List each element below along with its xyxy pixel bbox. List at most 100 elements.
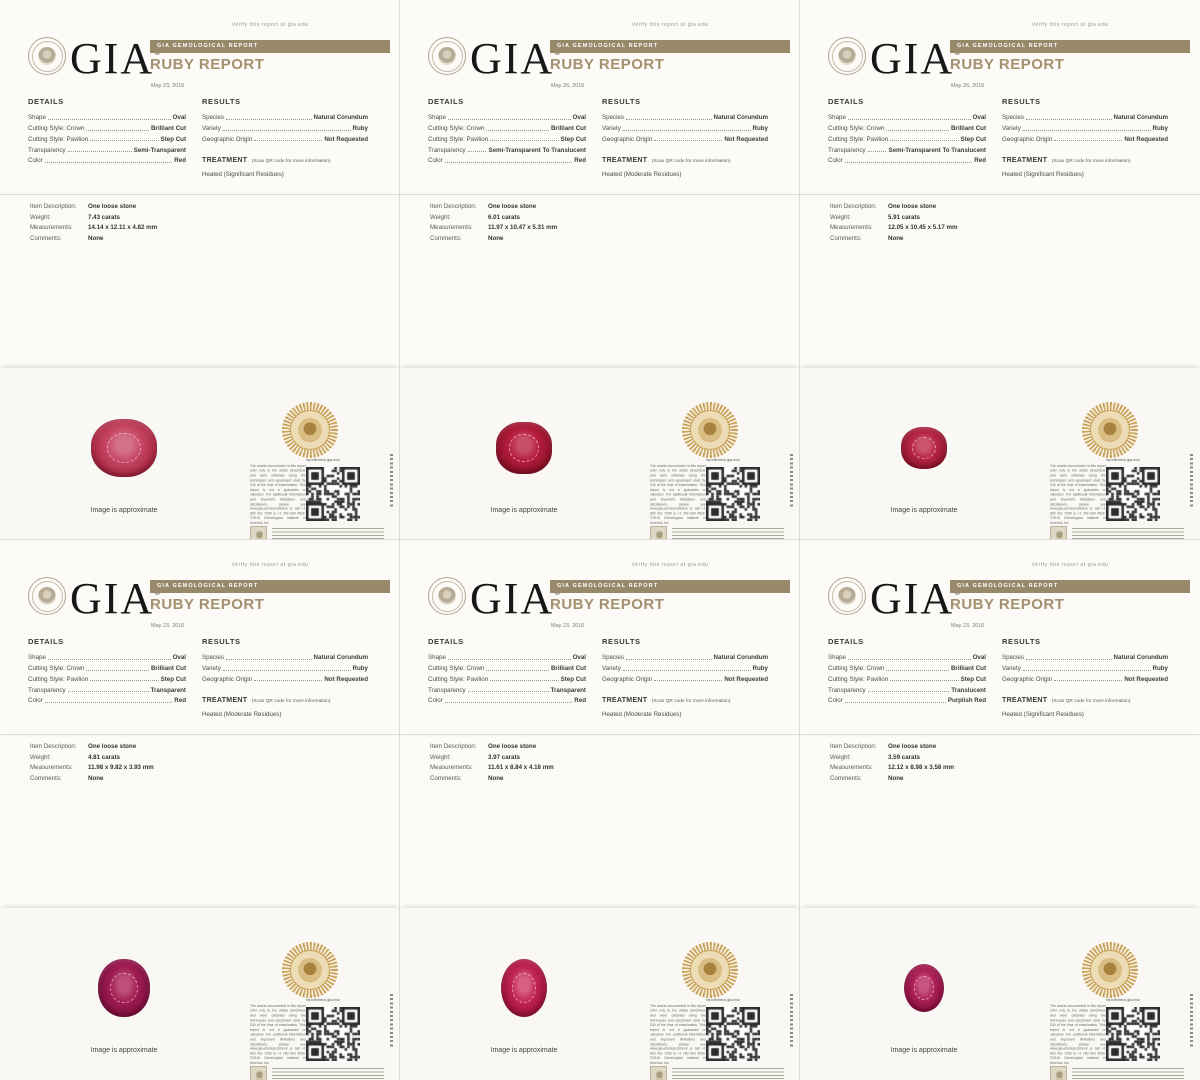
treatment-value: Heated (Significant Residues) — [1002, 710, 1084, 718]
detail-value: Step Cut — [560, 135, 586, 143]
item-description-value: One loose stone — [88, 743, 137, 750]
detail-label: Cutting Style: Crown — [28, 125, 85, 133]
reportcheck-url: reportcheck.gia.edu — [1106, 998, 1140, 1002]
gia-logo: GIA® — [28, 574, 160, 621]
dotted-leader — [86, 669, 149, 671]
detail-row-color: Color Red — [828, 154, 986, 164]
gia-logo: GIA® — [428, 34, 560, 81]
detail-value: Oval — [972, 654, 986, 662]
security-strip — [650, 1066, 784, 1080]
verify-report-note: Verify this report at gia.edu — [231, 22, 309, 28]
dotted-leader — [467, 691, 549, 693]
result-row-variety: Variety Ruby — [1002, 661, 1168, 672]
security-microtext — [672, 528, 784, 540]
treatment-section: TREATMENT (Scan QR code for more informa… — [1002, 149, 1168, 178]
dotted-leader — [1054, 140, 1123, 142]
treatment-section: TREATMENT (Scan QR code for more informa… — [1002, 689, 1168, 718]
verify-report-note: Verify this report at gia.edu — [631, 22, 709, 28]
treatment-heading: TREATMENT — [1002, 696, 1048, 704]
dotted-leader — [447, 658, 571, 660]
page-divider — [400, 734, 800, 735]
detail-value: Red — [174, 157, 186, 165]
details-heading: DETAILS — [428, 97, 464, 106]
detail-label: Transparency — [428, 146, 466, 154]
measurements-value: 12.12 x 8.98 x 3.58 mm — [888, 764, 955, 772]
qr-code — [706, 1007, 760, 1061]
measurements-value: 11.61 x 8.84 x 4.18 mm — [488, 764, 554, 772]
gold-sunburst-seal-icon — [282, 402, 338, 458]
security-hologram-icon — [650, 526, 667, 540]
detail-value: Brilliant Cut — [150, 125, 186, 133]
detail-value: Step Cut — [560, 675, 586, 683]
detail-row-color: Color Purplish Red — [828, 694, 986, 705]
item-label: Weight: — [830, 213, 851, 221]
report-title: RUBY REPORT — [550, 56, 665, 73]
details-heading: DETAILS — [28, 97, 64, 106]
detail-label: Color — [828, 697, 843, 705]
detail-value: Step Cut — [160, 135, 186, 143]
item-label: Comments: — [30, 774, 62, 782]
detail-row-transparency: Transparency Translucent — [828, 683, 986, 694]
verify-report-note: Verify this report at gia.edu — [231, 562, 309, 568]
item-label: Item Description: — [430, 743, 477, 750]
photo-page: Image is approximate The results documen… — [800, 368, 1200, 540]
detail-row-color: Color Red — [428, 154, 586, 164]
image-approximate-note: Image is approximate — [490, 1047, 558, 1054]
detail-row-shape: Shape Oval — [428, 651, 586, 661]
dotted-leader — [47, 118, 171, 120]
security-strip — [1050, 1066, 1184, 1080]
detail-row-shape: Shape Oval — [28, 651, 186, 661]
dotted-leader — [890, 680, 959, 682]
detail-value: Brilliant Cut — [550, 125, 586, 133]
results-section: RESULTS Species Natural Corundum Variety R… — [602, 97, 768, 178]
report-type-banner: GIA GEMOLOGICAL REPORT — [950, 40, 1190, 53]
details-section: DETAILS Shape Oval Cutting Style: Crown Br… — [828, 637, 986, 704]
results-heading: RESULTS — [602, 97, 641, 106]
detail-value: Step Cut — [960, 675, 986, 683]
image-approximate-note: Image is approximate — [490, 507, 558, 514]
dotted-leader — [67, 151, 132, 153]
result-value: Not Requested — [1124, 135, 1168, 143]
disclaimer-text: The results documented in this report re… — [650, 464, 706, 526]
gem-facet-outline — [913, 975, 935, 1001]
comments-value: None — [488, 774, 504, 782]
detail-value: Oval — [972, 114, 986, 122]
dotted-leader — [47, 658, 171, 660]
report-date: May 23, 2016 — [951, 623, 985, 629]
ruby-photo — [501, 959, 547, 1017]
detail-row-crown: Cutting Style: Crown Brilliant Cut — [828, 121, 986, 132]
detail-value: Semi-Transparent — [133, 146, 186, 154]
gia-seal-icon — [28, 37, 66, 75]
item-description-value: One loose stone — [888, 203, 937, 210]
gia-letters: GIA — [470, 574, 555, 623]
detail-row-shape: Shape Oval — [28, 111, 186, 121]
security-strip — [650, 526, 784, 540]
treatment-section: TREATMENT (Scan QR code for more informa… — [602, 689, 768, 718]
dotted-leader — [1026, 658, 1112, 660]
item-label: Measurements: — [430, 764, 473, 772]
item-description-value: One loose stone — [488, 203, 537, 210]
gia-logo-text: GIA® — [870, 574, 960, 621]
detail-row-shape: Shape Oval — [828, 111, 986, 122]
disclaimer-text: The results documented in this report re… — [1050, 464, 1106, 526]
security-strip — [1050, 526, 1184, 540]
verify-report-note: Verify this report at gia.edu — [631, 562, 709, 568]
results-section: RESULTS Species Natural Corundum Variety R… — [202, 97, 368, 178]
ruby-photo — [496, 422, 552, 474]
page-divider — [800, 734, 1200, 735]
details-section: DETAILS Shape Oval Cutting Style: Crown Br… — [428, 637, 586, 704]
report-title: RUBY REPORT — [950, 56, 1065, 73]
result-label: Geographic Origin — [1002, 135, 1053, 143]
report-number-vertical — [790, 454, 793, 508]
result-value: Ruby — [1152, 125, 1168, 133]
result-row-variety: Variety Ruby — [1002, 121, 1168, 132]
item-label: Measurements: — [830, 224, 873, 232]
security-hologram-icon — [1050, 1066, 1067, 1080]
result-label: Species — [602, 114, 625, 122]
item-label: Weight: — [30, 213, 51, 221]
qr-code — [1106, 467, 1160, 521]
detail-row-crown: Cutting Style: Crown Brilliant Cut — [28, 121, 186, 132]
security-microtext — [272, 1068, 384, 1080]
dotted-leader — [490, 140, 559, 142]
details-heading: DETAILS — [828, 637, 864, 646]
